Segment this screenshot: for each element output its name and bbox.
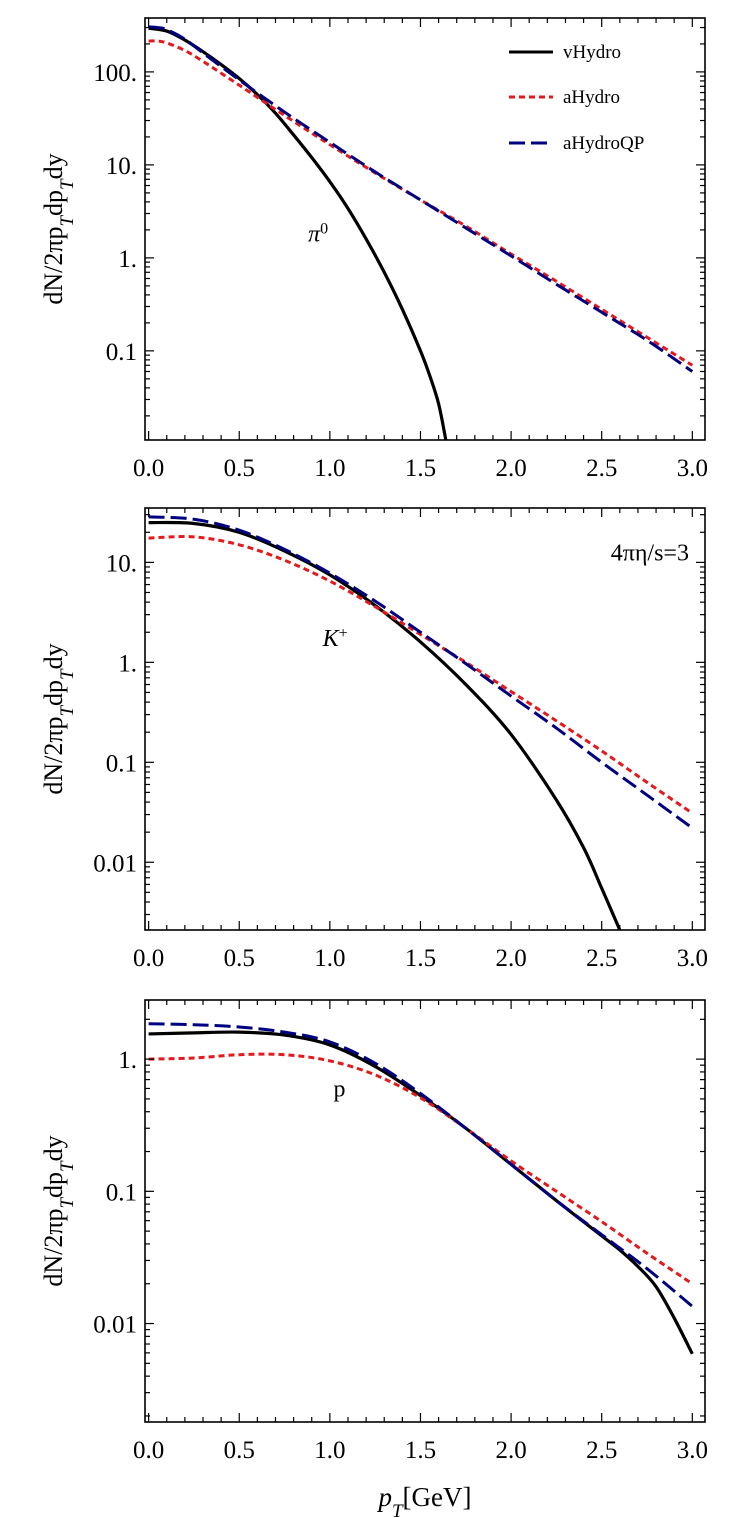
x-tick-label: 1.0	[314, 1437, 345, 1464]
y-tick-label: 0.01	[93, 1312, 137, 1339]
x-tick-label: 3.0	[677, 945, 708, 972]
x-tick-label: 2.5	[586, 1437, 617, 1464]
legend-label-ahydro: aHydro	[563, 87, 620, 108]
x-tick-label: 3.0	[677, 1437, 708, 1464]
y-tick-label: 0.01	[93, 850, 137, 877]
y-tick-label: 1.	[118, 246, 137, 273]
y-tick-label: 1.	[118, 650, 137, 677]
x-tick-label: 2.0	[495, 455, 526, 482]
x-tick-label: 2.0	[495, 1437, 526, 1464]
panel-3: 0.0 0.5 1.0 1.5 2.0 2.5 3.0 1. 0.1 0.01 dN/2πpTdpT…	[39, 999, 708, 1518]
y-axis-label: dN/2πpTdpTdy	[39, 643, 78, 794]
annotation-label: 4πη/s=3	[611, 540, 689, 566]
panel-1: 0.0 0.5 1.0 1.5 2.0 2.5 3.0 100. 10. 1. 0.1 dN/2πpT…	[39, 17, 708, 482]
y-axis-label: dN/2πpTdpTdy	[39, 1135, 78, 1286]
y-tick-label: 0.1	[106, 1179, 137, 1206]
legend: vHydro aHydro aHydroQP	[509, 42, 644, 154]
y-tick-label: 1.	[118, 1047, 137, 1074]
series-ahydro-line	[148, 39, 694, 367]
series-ahydro-line	[148, 535, 694, 815]
series-vhydro-line	[148, 26, 448, 440]
x-tick-label: 2.0	[495, 945, 526, 972]
x-axis-label: pT[GeV]	[376, 1482, 471, 1518]
series-ahydroqp-line	[148, 25, 694, 373]
plot-frame	[144, 507, 706, 931]
annotation-label: K+	[322, 625, 348, 653]
series-ahydroqp-line	[148, 1022, 694, 1308]
y-tick-label: 10.	[106, 153, 137, 180]
y-tick-label: 100.	[93, 60, 137, 87]
x-tick-label: 2.5	[586, 945, 617, 972]
x-tick-label: 0.5	[224, 1437, 255, 1464]
x-tick-label: 1.5	[405, 945, 436, 972]
x-tick-label: 2.5	[586, 455, 617, 482]
series-vhydro-line	[148, 520, 622, 930]
x-tick-label: 0.0	[133, 455, 164, 482]
series-ahydro-line	[148, 1052, 694, 1285]
plot-frame	[144, 17, 706, 441]
x-tick-label: 1.0	[314, 455, 345, 482]
panel-2: 0.0 0.5 1.0 1.5 2.0 2.5 3.0 10. 1. 0.1 0.01 dN/2πpT…	[39, 507, 708, 972]
y-tick-label: 0.1	[106, 339, 137, 366]
x-tick-label: 1.0	[314, 945, 345, 972]
x-tick-label: 1.5	[405, 1437, 436, 1464]
y-tick-label: 10.	[106, 550, 137, 577]
x-tick-label: 0.5	[224, 455, 255, 482]
x-tick-label: 1.5	[405, 455, 436, 482]
x-tick-label: 0.0	[133, 1437, 164, 1464]
legend-label-ahydroqp: aHydroQP	[563, 133, 644, 154]
x-tick-label: 0.5	[224, 945, 255, 972]
y-tick-label: 0.1	[106, 750, 137, 777]
x-tick-label: 3.0	[677, 455, 708, 482]
annotation-label: π0	[308, 220, 328, 248]
legend-label-vhydro: vHydro	[563, 42, 621, 63]
y-axis-label: dN/2πpTdpTdy	[39, 153, 78, 304]
annotation-label: p	[333, 1077, 345, 1103]
x-tick-label: 0.0	[133, 945, 164, 972]
plot-frame	[144, 999, 706, 1423]
series-ahydroqp-line	[148, 515, 694, 830]
